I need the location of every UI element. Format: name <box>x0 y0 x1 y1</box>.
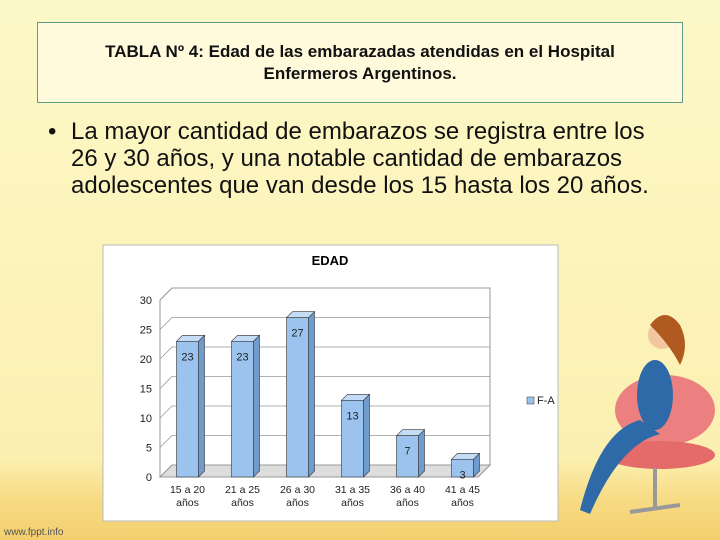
grid-line <box>159 287 490 301</box>
bar <box>396 435 419 478</box>
bar-side <box>363 393 370 478</box>
bar <box>286 317 309 478</box>
value-label: 3 <box>459 469 465 481</box>
grid-line <box>159 346 490 360</box>
bullet: • La mayor cantidad de embarazos se regis… <box>48 118 668 199</box>
bar <box>451 458 474 478</box>
y-tick-label: 0 <box>146 472 152 484</box>
y-tick-label: 15 <box>140 384 152 396</box>
value-label: 23 <box>236 351 248 363</box>
legend-label: F-A <box>537 395 555 407</box>
footer: www.fppt.info <box>4 527 64 538</box>
chart-title: EDAD <box>312 253 349 268</box>
x-tick-label: 41 a 45 años <box>444 484 481 509</box>
grid-line <box>159 435 490 448</box>
y-tick-label: 25 <box>140 325 152 337</box>
value-label: 23 <box>181 351 193 363</box>
plot-wall <box>159 287 491 478</box>
slide-title: TABLA Nº 4: Edad de las embarazadas aten… <box>37 22 683 103</box>
value-label: 7 <box>404 446 410 458</box>
x-tick-label: 15 a 20 años <box>169 484 206 509</box>
value-label: 13 <box>346 410 358 422</box>
x-tick-label: 31 a 35 años <box>334 484 371 509</box>
bullet-text: La mayor cantidad de embarazos se regist… <box>71 118 649 199</box>
plot-floor <box>158 464 492 478</box>
bar <box>341 399 364 478</box>
x-tick-label: 36 a 40 años <box>389 484 426 509</box>
y-tick-label: 30 <box>140 295 152 307</box>
decoration <box>580 315 715 514</box>
legend-swatch <box>526 396 535 405</box>
grid-line <box>159 405 490 419</box>
bar <box>176 340 199 478</box>
y-tick-label: 10 <box>140 413 152 425</box>
y-tick-label: 5 <box>146 443 152 455</box>
bar <box>231 340 254 478</box>
value-label: 27 <box>291 328 303 340</box>
bar-side <box>308 310 315 478</box>
y-tick-label: 20 <box>140 354 152 366</box>
bar-side <box>198 334 205 478</box>
grid-line <box>159 317 490 330</box>
x-tick-label: 21 a 25 años <box>224 484 261 509</box>
bar-side <box>253 334 260 478</box>
x-tick-label: 26 a 30 años <box>279 484 316 509</box>
bar-side <box>418 428 425 478</box>
grid-line <box>159 376 490 389</box>
grid-line <box>159 464 490 478</box>
